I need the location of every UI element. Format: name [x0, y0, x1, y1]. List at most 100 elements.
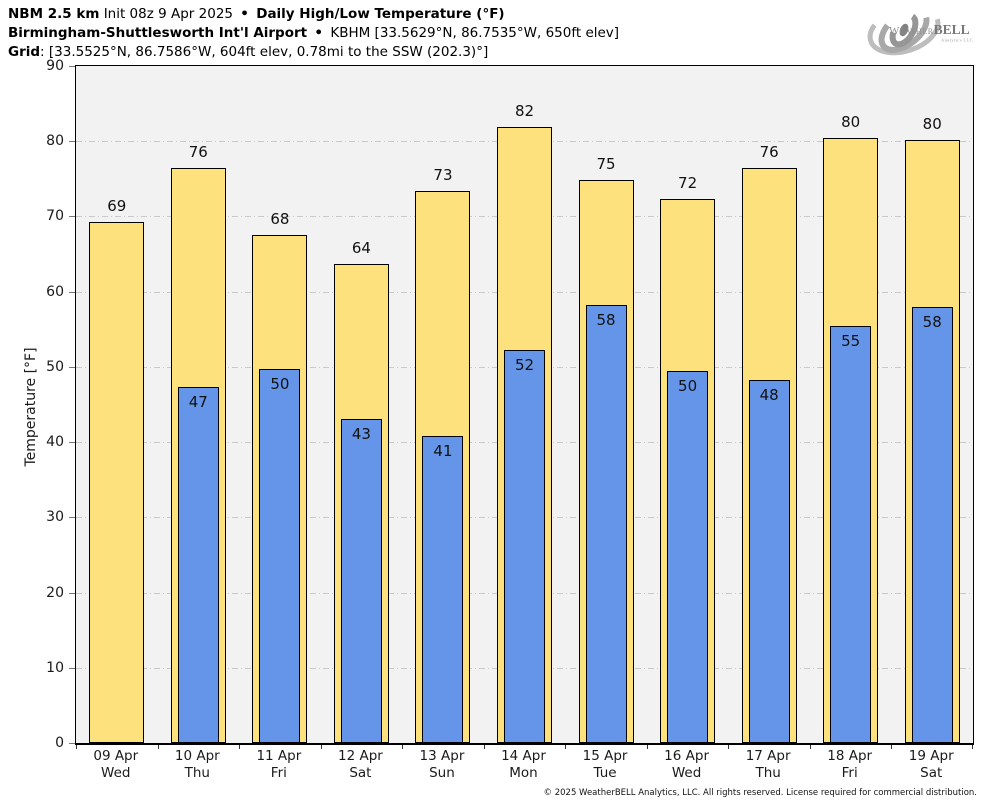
- x-tick-mark: [728, 745, 730, 749]
- x-tick-mark: [646, 745, 648, 749]
- y-tick-mark: [69, 291, 75, 293]
- low-bar: [177, 387, 219, 743]
- x-label-date: 19 Apr: [908, 748, 954, 764]
- y-tick-mark: [69, 517, 75, 519]
- low-value-label: 43: [351, 424, 371, 443]
- x-label-date: 10 Apr: [174, 748, 220, 764]
- x-label-day: Sun: [429, 765, 455, 781]
- header-line-2: Birmingham-Shuttlesworth Int'l Airport •…: [8, 24, 619, 43]
- copyright-notice: © 2025 WeatherBELL Analytics, LLC. All r…: [543, 788, 977, 798]
- x-label-date: 18 Apr: [827, 748, 873, 764]
- y-tick-label: 60: [46, 283, 64, 300]
- x-tick-mark: [157, 745, 159, 749]
- high-value-label: 73: [433, 165, 453, 184]
- product-title: Daily High/Low Temperature (°F): [256, 6, 505, 22]
- y-tick-mark: [69, 366, 75, 368]
- y-tick-label: 0: [55, 735, 64, 751]
- x-label-day: Tue: [593, 765, 617, 781]
- station-name: Birmingham-Shuttlesworth Int'l Airport: [8, 25, 308, 41]
- low-bar: [340, 418, 382, 743]
- high-bar: [89, 221, 145, 743]
- grid-details: : [33.5525°N, 86.7586°W, 604ft elev, 0.7…: [40, 44, 489, 60]
- x-label-date: 15 Apr: [582, 748, 628, 764]
- y-tick-label: 40: [46, 434, 64, 451]
- high-value-label: 64: [351, 238, 371, 257]
- model-name: NBM 2.5 km: [8, 6, 100, 22]
- logo-wordmark: WEATHERBELL: [889, 22, 970, 37]
- high-value-label: 76: [188, 143, 208, 162]
- x-tick-label: 16 Apr Wed: [664, 748, 709, 782]
- x-tick-mark: [320, 745, 322, 749]
- high-value-label: 80: [922, 115, 942, 134]
- high-value-label: 75: [596, 154, 616, 173]
- x-tick-label: 18 Apr Fri: [827, 748, 872, 782]
- bullet-separator: •: [314, 25, 324, 41]
- low-value-label: 47: [188, 393, 208, 412]
- y-tick-label: 10: [46, 659, 64, 676]
- y-tick-mark: [69, 667, 75, 669]
- station-details: KBHM [33.5629°N, 86.7535°W, 650ft elev]: [330, 25, 620, 41]
- low-value-label: 50: [270, 375, 290, 394]
- x-tick-mark: [76, 745, 77, 749]
- low-bar: [422, 436, 464, 743]
- x-tick-label: 10 Apr Thu: [175, 748, 220, 782]
- x-tick-label: 13 Apr Sun: [420, 748, 465, 782]
- y-tick-mark: [69, 141, 75, 143]
- plot-area: 0 10 20 30 40 50 60 70 80 90 69 76 47 68 50 64 43 73 41 82 5…: [46, 58, 974, 751]
- low-value-label: 58: [922, 312, 942, 331]
- x-tick-label: 12 Apr Sat: [338, 748, 383, 782]
- x-label-date: 09 Apr: [93, 748, 139, 764]
- low-value-label: 50: [678, 376, 698, 395]
- y-tick-mark: [69, 66, 75, 67]
- x-tick-label: 19 Apr Sat: [909, 748, 954, 782]
- x-label-day: Wed: [101, 765, 131, 781]
- low-bar: [748, 380, 790, 743]
- x-tick-label: 09 Apr Wed: [93, 748, 138, 782]
- header-line-1: NBM 2.5 km Init 08z 9 Apr 2025 • Daily H…: [8, 5, 619, 24]
- low-value-label: 41: [433, 442, 453, 461]
- high-value-label: 72: [678, 174, 698, 193]
- x-tick-label: 15 Apr Tue: [583, 748, 628, 782]
- weatherbell-logo: WEATHERBELL Analytics LLC: [867, 4, 973, 56]
- chart-header: NBM 2.5 km Init 08z 9 Apr 2025 • Daily H…: [8, 5, 619, 62]
- x-label-date: 13 Apr: [419, 748, 465, 764]
- y-tick-label: 50: [46, 358, 64, 375]
- x-label-day: Thu: [755, 765, 781, 781]
- y-tick-mark: [69, 592, 75, 594]
- x-label-date: 11 Apr: [256, 748, 302, 764]
- x-tick-mark: [402, 745, 404, 749]
- x-tick-mark: [972, 745, 973, 749]
- y-tick-label: 90: [46, 58, 64, 74]
- grid-label: Grid: [8, 44, 41, 60]
- x-label-date: 12 Apr: [337, 748, 383, 764]
- high-value-label: 68: [270, 209, 290, 228]
- x-label-day: Wed: [671, 765, 702, 781]
- x-label-day: Thu: [184, 765, 210, 781]
- low-bar: [911, 306, 953, 743]
- x-tick-mark: [565, 745, 567, 749]
- low-value-label: 58: [596, 311, 616, 330]
- low-bar: [667, 370, 709, 743]
- x-label-day: Sat: [920, 765, 943, 781]
- y-tick-mark: [69, 743, 75, 744]
- low-value-label: 52: [514, 356, 535, 375]
- logo-subtitle: Analytics LLC: [941, 38, 973, 43]
- x-tick-label: 11 Apr Fri: [256, 748, 301, 782]
- x-tick-mark: [483, 745, 485, 749]
- low-bar: [585, 305, 627, 743]
- x-label-day: Fri: [270, 765, 287, 781]
- low-bar: [830, 326, 872, 743]
- low-bar: [504, 350, 545, 743]
- x-label-date: 14 Apr: [501, 748, 546, 764]
- header-line-3: Grid: [33.5525°N, 86.7586°W, 604ft elev,…: [8, 43, 619, 62]
- high-value-label: 80: [841, 113, 861, 132]
- x-tick-mark: [809, 745, 811, 749]
- init-time: Init 08z 9 Apr 2025: [103, 6, 233, 22]
- low-value-label: 48: [759, 386, 779, 405]
- y-tick-mark: [69, 442, 75, 444]
- high-value-label: 69: [107, 196, 127, 215]
- x-label-day: Sat: [349, 765, 372, 781]
- x-tick-label: 14 Apr Mon: [501, 748, 546, 782]
- high-value-label: 76: [759, 143, 779, 162]
